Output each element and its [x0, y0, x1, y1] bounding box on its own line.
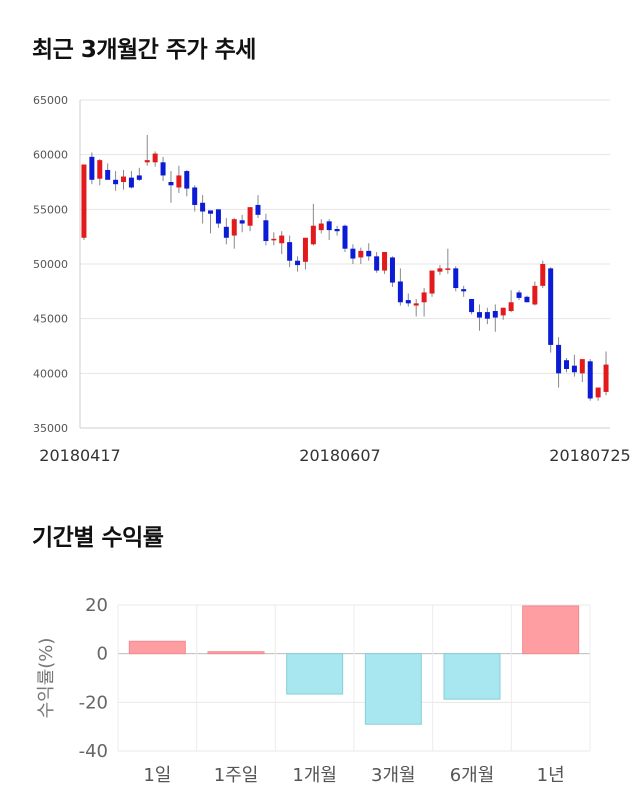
candle-body [358, 250, 364, 258]
candle-body [413, 303, 419, 306]
candle-body [302, 237, 308, 262]
return-bar [128, 640, 186, 655]
candle-body [200, 202, 206, 212]
x-tick-label: 6개월 [450, 765, 495, 786]
candle-body [89, 156, 95, 180]
x-tick-label: 1주일 [214, 765, 259, 786]
price-trend-title: 최근 3개월간 주가 추세 [32, 37, 256, 63]
y-tick-label: -40 [79, 741, 108, 762]
candle-body [476, 312, 482, 318]
candle-body [184, 171, 190, 189]
candle-body [144, 160, 150, 163]
candle-body [81, 164, 87, 238]
candle-body [500, 307, 506, 316]
candle-body [563, 360, 569, 369]
y-tick-label: 50000 [33, 258, 68, 271]
candle-body [295, 260, 301, 266]
candle-body [271, 238, 277, 241]
candle-body [516, 292, 522, 298]
candle-body [334, 229, 340, 232]
y-tick-label: 65000 [33, 94, 68, 107]
candle-body [231, 219, 237, 236]
candle-body [579, 359, 585, 374]
x-tick-label: 3개월 [371, 765, 416, 786]
candle-body [540, 264, 546, 286]
y-tick-label: 0 [97, 644, 108, 665]
candle-body [524, 296, 530, 303]
candle-body [421, 292, 427, 303]
x-tick-label: 20180725 [549, 446, 630, 465]
candle-body [548, 268, 554, 345]
candle-body [389, 257, 395, 283]
x-tick-label: 1일 [143, 765, 171, 786]
candle-body [247, 207, 253, 226]
candlestick-chart: 65000 60000 55000 50000 45000 40000 35000 20180… [33, 94, 631, 465]
y-tick-label: 35000 [33, 422, 68, 435]
x-tick-label: 20180417 [39, 446, 120, 465]
candle-body [105, 169, 111, 180]
candle-body [437, 268, 443, 272]
candle-body [128, 177, 134, 188]
x-tick-label: 20180607 [299, 446, 380, 465]
candle-body [595, 387, 601, 398]
y-tick-label: 40000 [33, 367, 68, 380]
candle-body [208, 210, 214, 214]
candle-body [374, 256, 380, 271]
candle-body [484, 312, 490, 319]
y-tick-label: 55000 [33, 203, 68, 216]
candle-body [366, 250, 372, 257]
candle-body [445, 268, 451, 270]
candle-body [492, 311, 498, 318]
candle-body [350, 248, 356, 259]
return-bar [443, 653, 501, 700]
y-tick-label: -20 [79, 692, 108, 713]
candle-body [239, 220, 245, 224]
candle-body [223, 226, 229, 238]
y-tick-label: 45000 [33, 313, 68, 326]
return-bar [364, 653, 422, 725]
candle-body [429, 270, 435, 294]
candle-body [97, 160, 103, 179]
candle-body [136, 175, 142, 180]
candle-body [405, 300, 411, 304]
x-tick-label: 1년 [537, 765, 565, 786]
candle-body [215, 209, 221, 224]
y-tick-label: 60000 [33, 149, 68, 162]
candle-body [310, 225, 316, 245]
candle-body [318, 223, 324, 231]
candle-body [587, 361, 593, 399]
candle-body [279, 235, 285, 244]
candle-body [342, 225, 348, 249]
return-bar [522, 605, 580, 655]
y-tick-label: 20 [85, 595, 108, 616]
return-bar [286, 653, 344, 695]
candle-body [192, 187, 198, 205]
return-bar [207, 651, 265, 655]
y-axis-label: 수익률(%) [36, 638, 57, 719]
candle-body [326, 221, 332, 231]
candle-body [152, 153, 158, 163]
candle-body [263, 220, 269, 242]
candle-body [287, 242, 293, 261]
candle-body [176, 175, 182, 188]
candle-body [160, 162, 166, 176]
candle-body [469, 298, 475, 313]
candle-body [113, 179, 119, 185]
candle-body [397, 281, 403, 303]
candle-body [453, 268, 459, 289]
period-return-title: 기간별 수익률 [32, 525, 164, 551]
candle-body [532, 285, 538, 305]
candle-body [255, 204, 261, 215]
candle-body [603, 364, 609, 392]
candle-body [461, 289, 467, 292]
candle-body [571, 365, 577, 373]
x-tick-label: 1개월 [292, 765, 337, 786]
candle-body [121, 176, 127, 182]
candle-body [168, 182, 174, 186]
candle-body [508, 302, 514, 312]
candle-body [382, 251, 388, 271]
candle-body [556, 344, 562, 374]
